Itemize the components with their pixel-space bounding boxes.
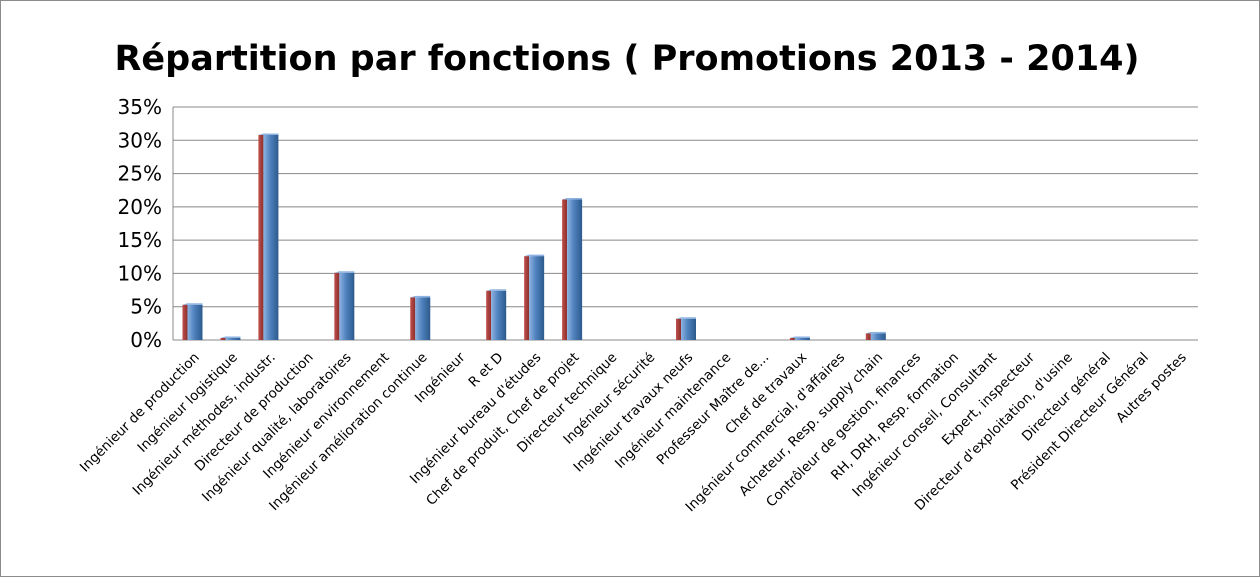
bar bbox=[182, 303, 203, 340]
bar-side bbox=[486, 290, 492, 340]
bar-top bbox=[220, 336, 241, 339]
bar bbox=[789, 336, 810, 340]
y-axis-ticks: 0% 5% 10% 15% 20% 25% 30% 35% bbox=[118, 95, 162, 352]
bar bbox=[562, 198, 583, 340]
y-tick-label: 25% bbox=[118, 162, 162, 186]
bar-front bbox=[415, 297, 431, 340]
bar-front bbox=[870, 333, 886, 340]
bar-front bbox=[491, 290, 507, 340]
bar-top bbox=[865, 331, 886, 334]
x-tick-label: Ingénieur méthodes, industr. bbox=[130, 350, 279, 499]
bar-side bbox=[182, 304, 188, 340]
bar-front bbox=[529, 256, 545, 340]
y-tick-label: 30% bbox=[118, 128, 162, 152]
bar-top bbox=[676, 317, 696, 319]
bar-side bbox=[524, 256, 530, 340]
bar-top bbox=[410, 295, 431, 298]
bar-front bbox=[339, 272, 355, 340]
bar-side bbox=[410, 297, 416, 340]
bar-top bbox=[562, 198, 583, 200]
bar bbox=[524, 254, 545, 340]
bar bbox=[334, 271, 355, 340]
y-tick-label: 10% bbox=[118, 261, 162, 285]
bar-side bbox=[789, 338, 795, 340]
bar-top bbox=[789, 336, 810, 339]
y-tick-label: 20% bbox=[118, 195, 162, 219]
bar-top bbox=[182, 303, 203, 305]
bar bbox=[865, 331, 886, 340]
bar-front bbox=[794, 338, 810, 340]
gridlines bbox=[172, 106, 1198, 341]
bar bbox=[676, 317, 696, 340]
bars bbox=[182, 133, 886, 340]
bar-side bbox=[258, 134, 264, 340]
bar-top bbox=[334, 271, 355, 273]
bar bbox=[410, 295, 431, 340]
bar bbox=[486, 289, 507, 340]
bar-front bbox=[225, 338, 241, 340]
bar-top bbox=[486, 289, 507, 291]
bar-side bbox=[676, 318, 681, 340]
y-tick-label: 5% bbox=[130, 295, 162, 319]
y-tick-label: 0% bbox=[130, 328, 162, 352]
bar-side bbox=[334, 272, 340, 340]
bar-top bbox=[258, 133, 279, 135]
bar-side bbox=[865, 333, 871, 340]
y-tick-label: 15% bbox=[118, 228, 162, 252]
bar-top bbox=[524, 254, 545, 257]
bar bbox=[220, 336, 241, 340]
bar-side bbox=[220, 338, 226, 340]
bar-front bbox=[187, 304, 203, 340]
bar-front bbox=[681, 318, 696, 340]
bar-front bbox=[567, 199, 583, 340]
chart-title: Répartition par fonctions ( Promotions 2… bbox=[114, 39, 1139, 79]
y-tick-label: 35% bbox=[118, 95, 162, 119]
bar-front bbox=[263, 134, 279, 340]
bar-side bbox=[562, 199, 568, 340]
bar bbox=[258, 133, 279, 340]
